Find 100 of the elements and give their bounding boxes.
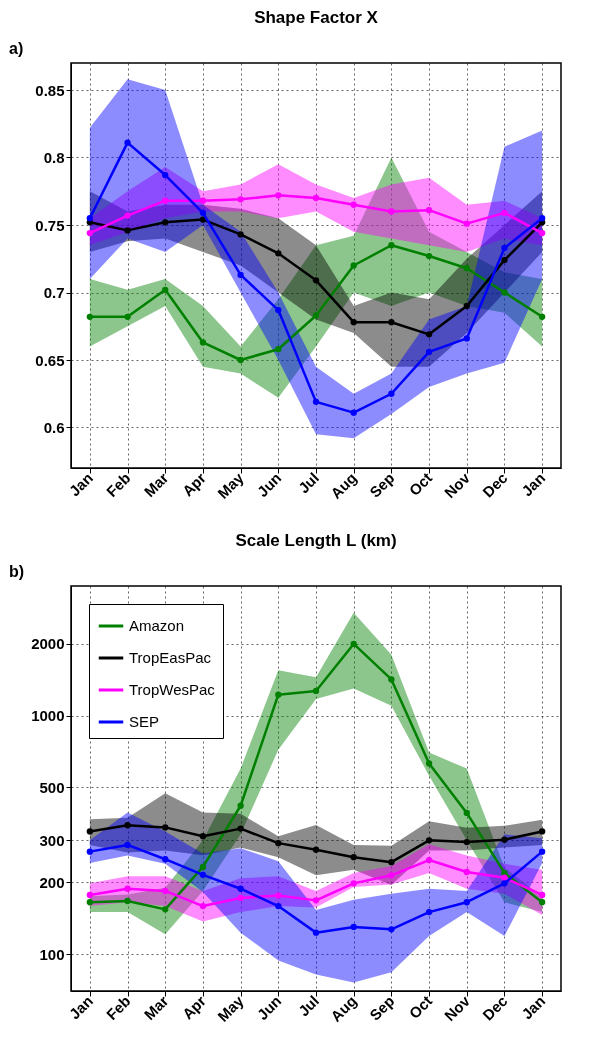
point	[86, 899, 94, 906]
point	[312, 687, 320, 695]
point	[199, 339, 207, 346]
point	[312, 277, 320, 284]
point	[199, 833, 207, 840]
point	[237, 356, 244, 364]
point	[86, 313, 94, 320]
x-tick-label: Nov	[440, 468, 474, 502]
point	[425, 908, 433, 916]
y-tick-label: 500	[39, 778, 65, 796]
point	[162, 219, 169, 226]
point	[162, 286, 169, 293]
y-tick-label: 0.75	[35, 216, 65, 234]
point	[350, 262, 357, 269]
x-tick-label: Mar	[140, 992, 172, 1024]
point	[538, 848, 546, 855]
x-tick-label: Dec	[479, 992, 511, 1024]
chart-title: Scale Length L (km)	[235, 531, 397, 550]
point	[388, 676, 395, 683]
point	[312, 312, 320, 319]
point	[388, 319, 395, 326]
y-tick-label: 100	[39, 945, 65, 963]
point	[463, 335, 470, 342]
point	[350, 923, 357, 931]
point	[388, 208, 395, 215]
point	[538, 229, 546, 237]
point	[501, 836, 508, 843]
x-tick-label: Oct	[405, 469, 436, 499]
x-tick-label: Jan	[65, 992, 96, 1023]
point	[350, 640, 357, 648]
point	[124, 313, 131, 320]
point	[350, 854, 357, 861]
point	[312, 897, 320, 904]
point	[463, 302, 470, 310]
point	[162, 887, 169, 895]
x-tick-label: Oct	[405, 992, 436, 1022]
point	[275, 250, 282, 257]
x-tick-label: Sep	[366, 992, 398, 1024]
x-tick-label: Apr	[178, 992, 210, 1023]
point	[501, 869, 508, 877]
point	[501, 289, 508, 296]
y-tick-label: 2000	[31, 635, 65, 653]
point	[199, 209, 207, 217]
point	[463, 838, 470, 846]
x-tick-label: May	[214, 468, 248, 502]
chart-title: Shape Factor X	[254, 8, 379, 27]
point	[199, 197, 207, 204]
point	[275, 902, 282, 910]
point	[388, 859, 395, 866]
point	[237, 885, 244, 892]
legend-label: TropEasPac	[129, 649, 212, 666]
point	[425, 856, 433, 864]
y-tick-label: 0.8	[43, 149, 65, 166]
point	[388, 926, 395, 933]
point	[237, 231, 244, 238]
point	[275, 892, 282, 899]
point	[124, 885, 131, 892]
point	[350, 880, 357, 887]
x-tick-label: Jul	[294, 469, 323, 497]
y-tick-label: 0.65	[35, 351, 65, 369]
point	[237, 271, 244, 279]
point	[425, 760, 433, 767]
text: b)	[9, 563, 25, 580]
point	[425, 348, 433, 356]
y-tick-label: 0.85	[35, 81, 65, 99]
point	[463, 899, 470, 906]
point	[199, 863, 207, 871]
legend-label: TropWesPac	[129, 681, 216, 698]
point	[350, 409, 357, 416]
point	[501, 244, 508, 252]
point	[162, 856, 169, 863]
x-tick-label: Jan	[518, 992, 549, 1023]
x-tick-label: Jun	[253, 992, 285, 1024]
point	[86, 215, 94, 222]
point	[275, 839, 282, 847]
point	[124, 841, 131, 849]
point	[312, 846, 320, 853]
point	[463, 265, 470, 272]
point	[425, 331, 433, 338]
point	[237, 894, 244, 902]
point	[124, 227, 131, 234]
point	[538, 215, 546, 222]
x-tick-label: Jan	[518, 469, 549, 500]
text: a)	[9, 40, 24, 57]
point	[86, 229, 94, 237]
point	[86, 891, 94, 899]
y-tick-label: 0.6	[43, 419, 65, 436]
point	[199, 871, 207, 878]
y-tick-label: 200	[39, 873, 65, 891]
point	[162, 171, 169, 179]
point	[425, 837, 433, 844]
x-tick-label: Feb	[102, 469, 134, 501]
point	[199, 902, 207, 910]
x-tick-label: May	[214, 991, 248, 1025]
point	[388, 872, 395, 879]
y-tick-label: 300	[39, 831, 65, 849]
x-tick-label: Nov	[440, 991, 474, 1025]
point	[388, 242, 395, 249]
point	[388, 390, 395, 397]
legend-label: Amazon	[129, 617, 185, 634]
